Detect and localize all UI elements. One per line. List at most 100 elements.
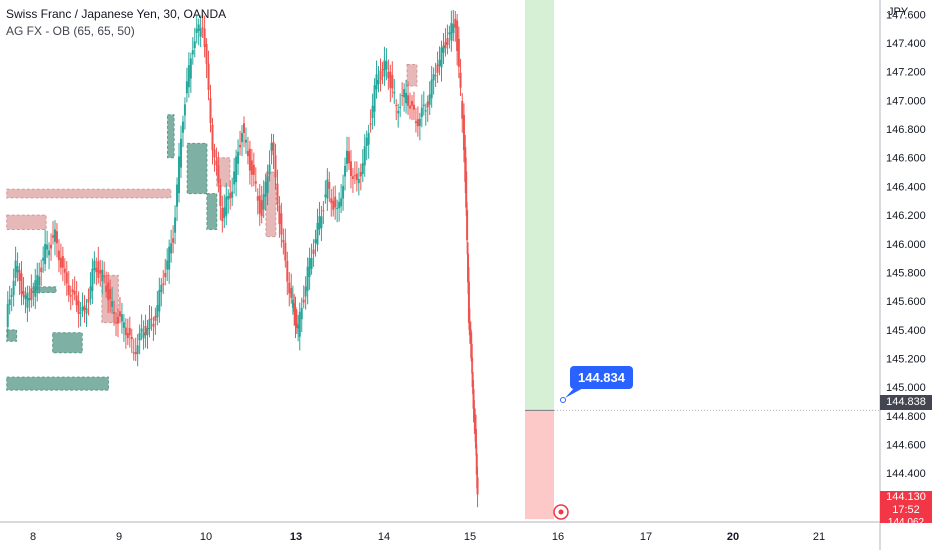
candle-body xyxy=(124,327,127,336)
candle-body xyxy=(340,198,343,207)
candle-body xyxy=(237,151,240,164)
candle-body xyxy=(18,269,21,281)
candle-body xyxy=(83,305,86,310)
x-tick-label: 17 xyxy=(640,531,652,543)
current-price-tag: 144.838 xyxy=(880,395,932,410)
candle-body xyxy=(248,148,251,171)
candle-body xyxy=(219,185,222,206)
candle-body xyxy=(193,41,196,48)
candle-body xyxy=(195,28,198,33)
y-tick-label: 147.200 xyxy=(886,67,926,79)
candle-body xyxy=(286,260,289,282)
candle-body xyxy=(284,242,287,261)
candle-body xyxy=(130,336,133,340)
candle-body xyxy=(122,322,125,328)
candle-body xyxy=(101,269,104,282)
candle-body xyxy=(52,235,55,238)
candle-body xyxy=(430,79,433,99)
candle-body xyxy=(288,282,291,294)
candle-body xyxy=(262,194,265,210)
candle-body xyxy=(387,71,390,79)
candle-body xyxy=(385,61,388,70)
x-tick-label: 13 xyxy=(290,531,302,543)
candle-body xyxy=(179,138,182,168)
candle-body xyxy=(168,246,171,270)
callout-anchor xyxy=(560,397,566,403)
candle-body xyxy=(128,328,131,336)
candle-body xyxy=(432,74,435,81)
candle-body xyxy=(314,239,317,244)
candle-body xyxy=(302,299,305,303)
candle-body xyxy=(450,22,453,41)
candle-body xyxy=(211,124,214,151)
candle-body xyxy=(308,258,311,277)
candle-body xyxy=(467,253,470,283)
candle-body xyxy=(166,260,169,270)
candle-body xyxy=(16,265,19,273)
candle-body xyxy=(105,285,108,293)
candle-body xyxy=(120,314,123,322)
candle-body xyxy=(332,200,335,210)
candle-body xyxy=(291,299,294,308)
candle-body xyxy=(351,176,354,179)
candle-body xyxy=(40,267,43,273)
bullish-order-block xyxy=(167,114,175,159)
candle-body xyxy=(349,161,352,177)
candle-body xyxy=(438,59,441,66)
candle-body xyxy=(154,315,157,321)
candle-body xyxy=(136,345,139,355)
candle-body xyxy=(189,58,192,79)
candle-body xyxy=(55,231,58,244)
x-tick-label: 10 xyxy=(200,531,212,543)
candle-body xyxy=(50,244,53,249)
candle-body xyxy=(457,38,460,67)
candle-body xyxy=(446,38,449,45)
alert-marker-dot xyxy=(558,509,564,515)
candle-body xyxy=(229,192,232,199)
candle-body xyxy=(270,142,273,151)
candle-body xyxy=(28,298,31,301)
candle-body xyxy=(353,175,356,177)
candle-body xyxy=(26,292,29,308)
candle-body xyxy=(452,23,455,34)
candle-body xyxy=(280,213,283,235)
y-tick-label: 146.800 xyxy=(886,124,926,136)
candle-body xyxy=(48,250,51,256)
candle-body xyxy=(233,171,236,185)
candle-body xyxy=(276,183,279,205)
x-tick-label: 14 xyxy=(378,531,390,543)
candle-body xyxy=(254,181,257,184)
bullish-order-block xyxy=(52,332,83,354)
bearish-order-block xyxy=(406,64,418,87)
candle-body xyxy=(116,317,119,324)
candle-body xyxy=(258,195,261,214)
price-callout[interactable]: 144.834 xyxy=(570,366,633,389)
candle-body xyxy=(170,243,173,254)
candle-body xyxy=(138,332,141,341)
candle-body xyxy=(359,171,362,177)
candle-body xyxy=(420,107,423,118)
candle-body xyxy=(391,74,394,89)
candle-body xyxy=(32,290,35,293)
candle-body xyxy=(140,328,143,333)
candle-body xyxy=(278,205,281,225)
candle-body xyxy=(462,114,465,151)
candle-body xyxy=(44,243,47,265)
candle-body xyxy=(46,244,49,250)
candle-body xyxy=(316,222,319,245)
candle-body xyxy=(225,196,228,216)
candle-body xyxy=(158,289,161,312)
candle-body xyxy=(297,325,300,329)
candle-body xyxy=(389,71,392,88)
candle-body xyxy=(148,319,151,330)
candle-body xyxy=(330,198,333,204)
candle-body xyxy=(34,280,37,297)
candle-body xyxy=(436,64,439,73)
candle-body xyxy=(59,257,62,268)
candle-body xyxy=(235,156,238,183)
candle-body xyxy=(312,249,315,254)
candle-body xyxy=(320,216,323,228)
candle-body xyxy=(357,179,360,184)
candle-body xyxy=(328,182,331,189)
